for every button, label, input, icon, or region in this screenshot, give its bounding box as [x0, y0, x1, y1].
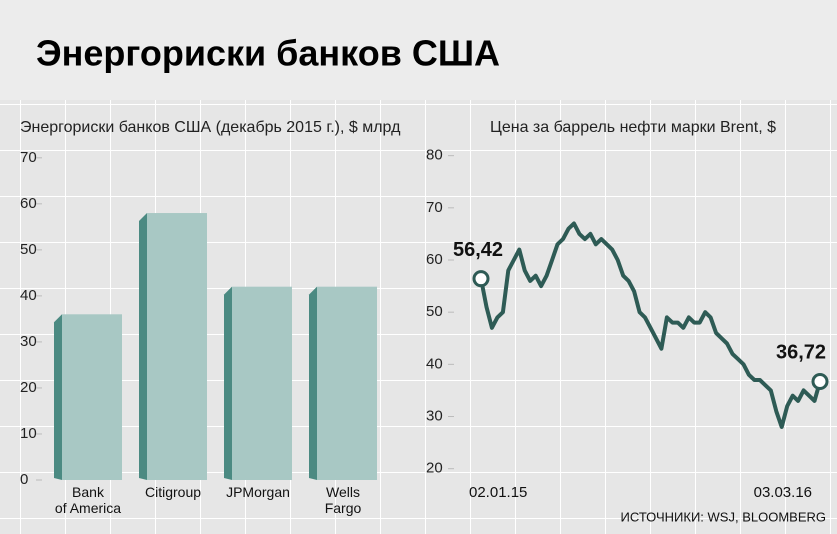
- y-tick-label: 30: [20, 333, 37, 350]
- bar-side: [139, 213, 147, 481]
- x-tick-label: Wells Fargo: [324, 484, 362, 516]
- page-title: Энергориски банков США: [36, 33, 500, 74]
- line: [479, 221, 822, 429]
- y-tick-label: 20: [426, 460, 443, 477]
- chart-title: Энергориски банков США (декабрь 2015 г.)…: [20, 119, 401, 136]
- bar-side: [54, 314, 62, 480]
- bar: [317, 286, 377, 480]
- y-tick-label: 70: [20, 149, 37, 166]
- y-tick-label: 40: [426, 355, 443, 372]
- y-tick-label: 50: [20, 241, 37, 258]
- value-label: 36,72: [776, 342, 826, 364]
- bar: [62, 314, 122, 480]
- value-label: 56,42: [453, 239, 503, 261]
- y-tick-label: 60: [20, 195, 37, 212]
- y-tick-label: 80: [426, 147, 443, 164]
- y-tick-label: 10: [20, 425, 37, 442]
- end-marker: [472, 270, 490, 288]
- x-tick-label: Citigroup: [144, 484, 202, 500]
- y-tick-label: 60: [426, 251, 443, 268]
- bar: [147, 213, 207, 481]
- x-tick-label: Bank of America: [54, 484, 122, 516]
- header-band: [0, 0, 837, 100]
- x-tick-label: JPMorgan: [226, 484, 290, 500]
- y-tick-label: 50: [426, 303, 443, 320]
- bar: [232, 286, 292, 480]
- source: ИСТОЧНИКИ: WSJ, BLOOMBERG: [621, 509, 826, 524]
- bar-side: [309, 286, 317, 480]
- x-tick-label: 02.01.15: [469, 484, 527, 501]
- y-tick-label: 0: [20, 471, 28, 488]
- x-tick-label: 03.03.16: [754, 484, 812, 501]
- y-tick-label: 20: [20, 379, 37, 396]
- bar-side: [224, 286, 232, 480]
- y-tick-label: 30: [426, 407, 443, 424]
- end-marker: [811, 372, 829, 390]
- chart-title: Цена за баррель нефти марки Brent, $: [490, 119, 776, 136]
- y-tick-label: 40: [20, 287, 37, 304]
- y-tick-label: 70: [426, 199, 443, 216]
